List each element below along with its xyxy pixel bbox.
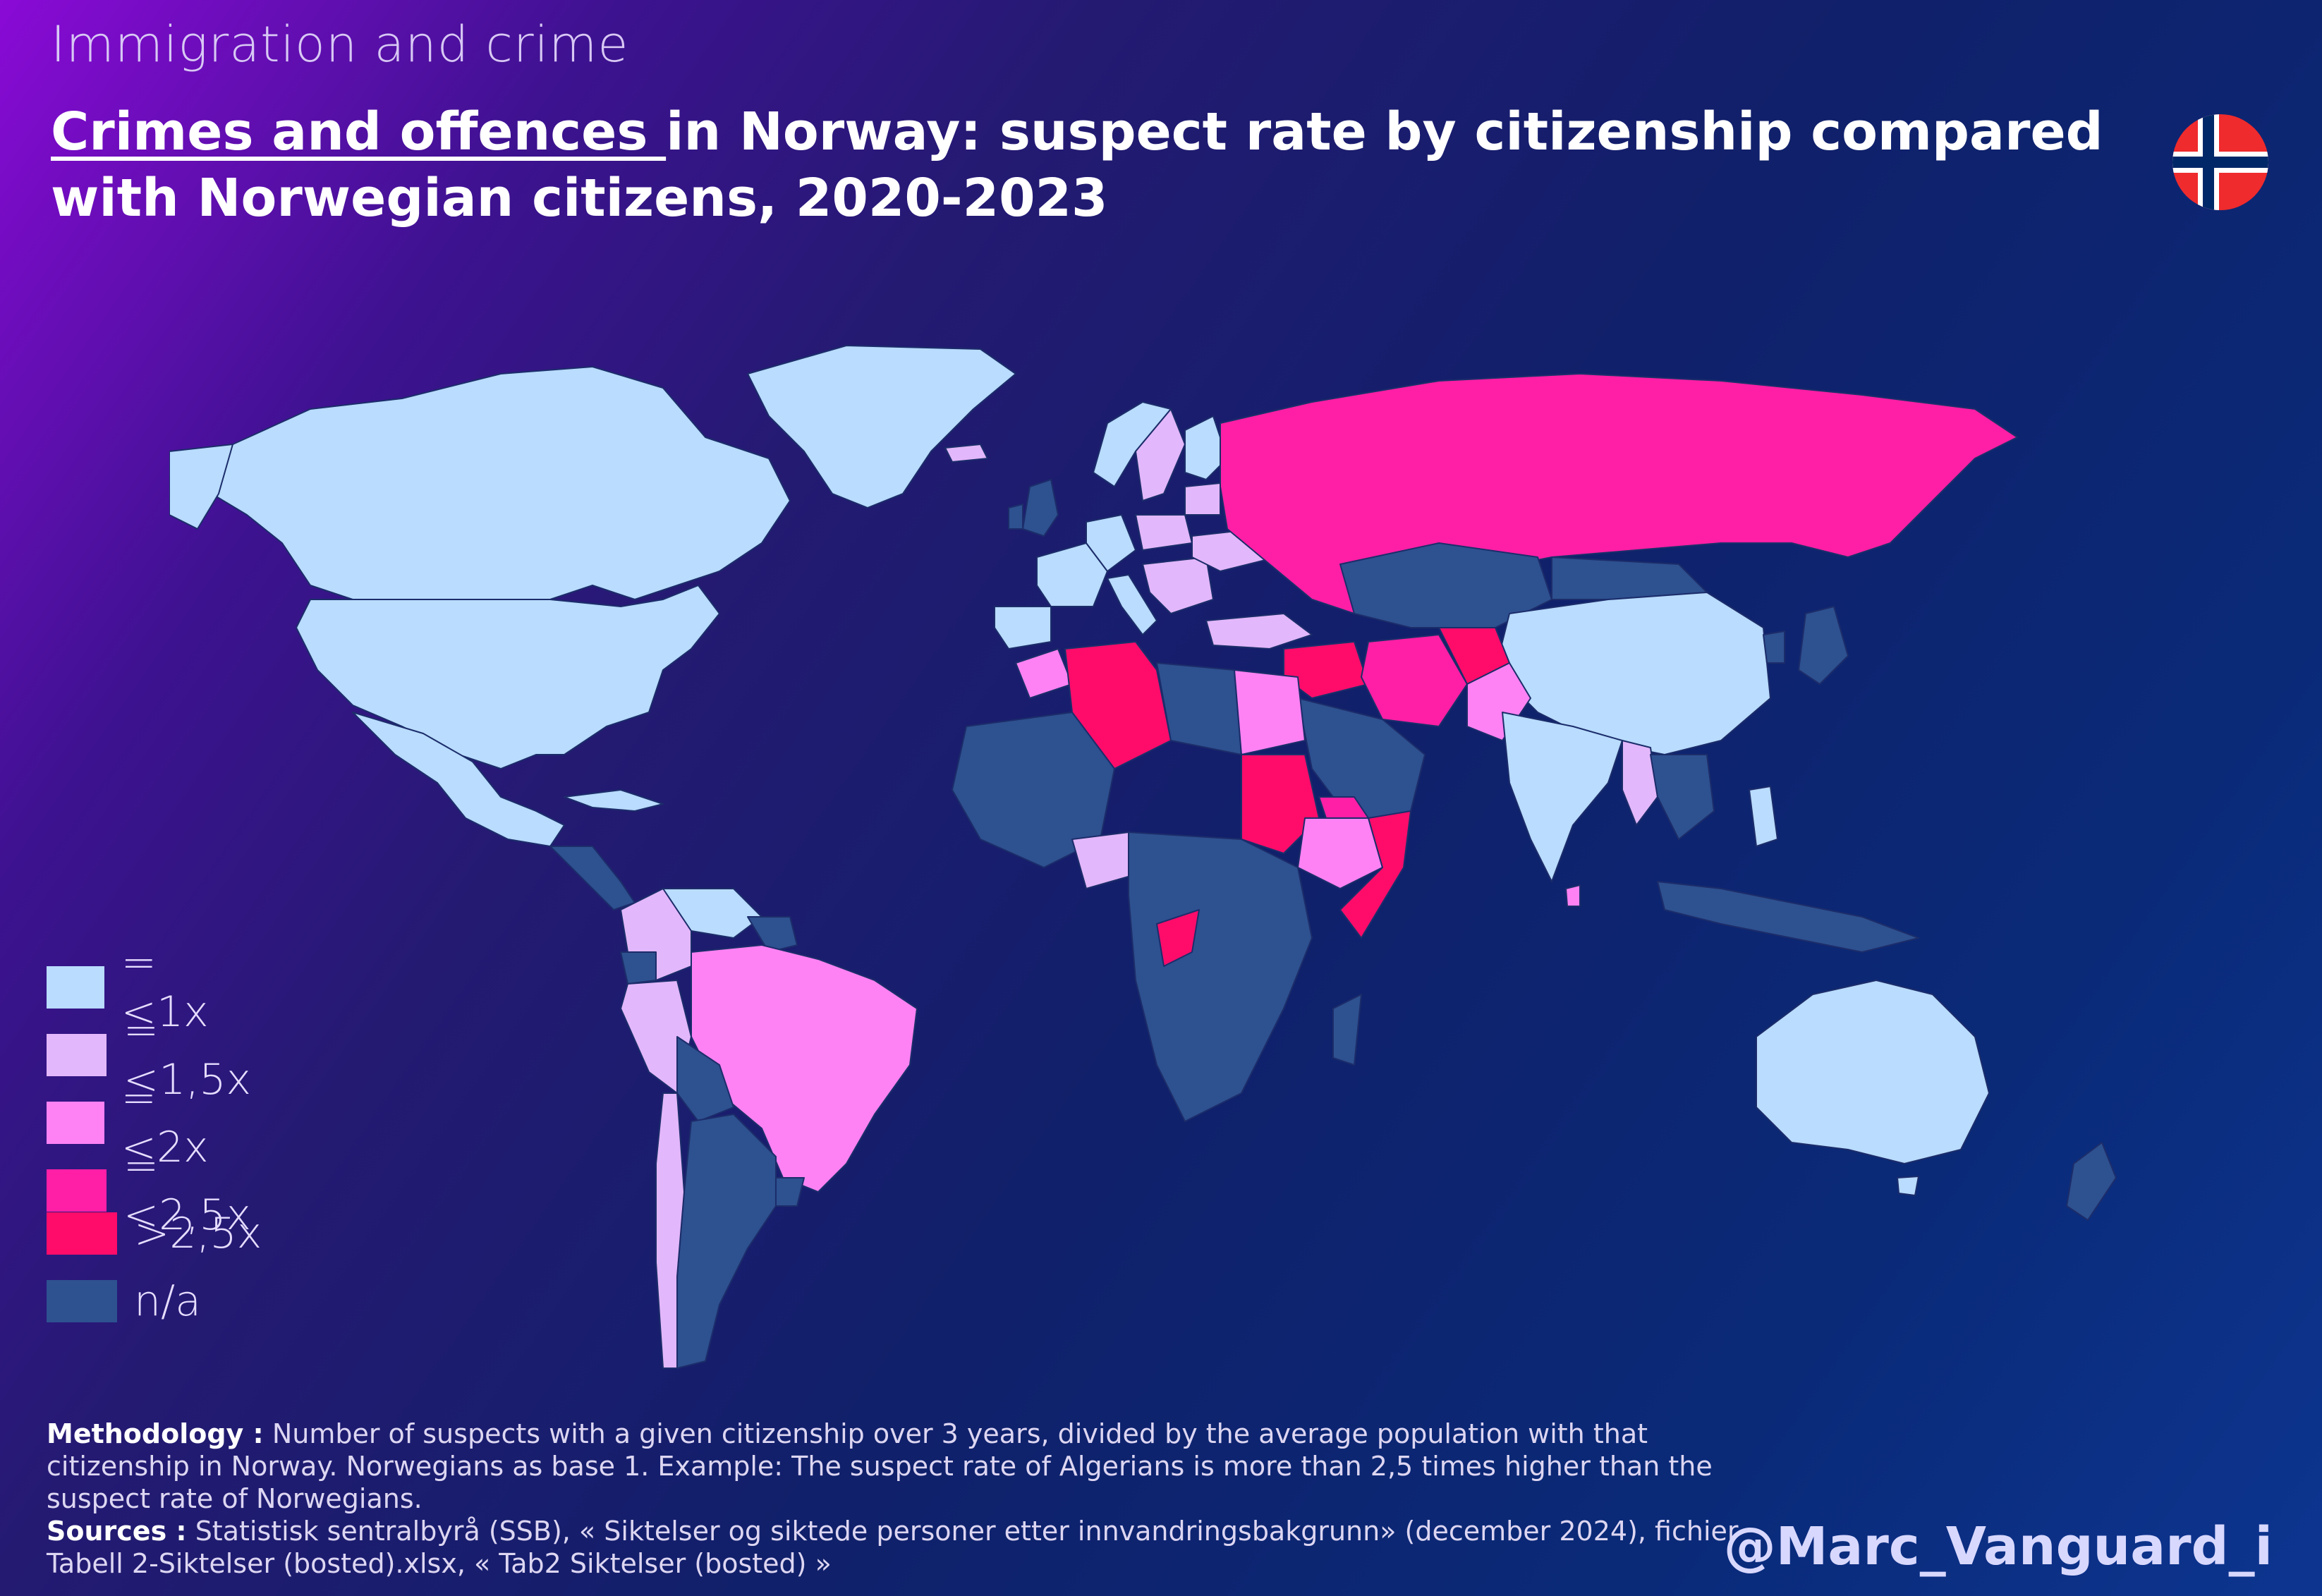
iberia [994,606,1052,650]
congo [1156,909,1200,967]
finland [1184,415,1228,480]
legend-label: =<2x [121,1073,209,1172]
nigeria [1071,831,1136,889]
legend-item: =<2x [47,1073,221,1172]
legend-label: >2,5x [134,1209,262,1258]
title-underlined-part: Crimes and offences [51,102,667,162]
balkans [1142,556,1214,614]
world-map [169,345,2117,1369]
uruguay [775,1177,805,1207]
korea [1763,631,1785,664]
legend-item: =<2,5x [47,1141,262,1240]
legend-item: n/a [47,1277,201,1326]
sources-note: Sources : Statistisk sentralbyrå (SSB), … [47,1515,1768,1580]
mongolia [1551,556,1708,600]
legend-item: =<1,5x [47,1006,262,1104]
legend-item: >2,5x [47,1209,262,1258]
methodology-text: Number of suspects with a given citizens… [47,1418,1713,1514]
legend-label: =<1,5x [123,1006,252,1104]
new-zealand [2066,1142,2117,1221]
turkey [1205,613,1313,650]
legend-swatch [47,1212,117,1255]
baltics [1184,482,1221,516]
thailand-indochina [1650,754,1715,840]
legend-label: =<2,5x [123,1141,252,1240]
tasmania [1897,1176,1919,1196]
india [1502,712,1623,882]
argentina [676,1114,777,1369]
myanmar [1622,740,1658,826]
methodology-note: Methodology : Number of suspects with a … [47,1418,1768,1515]
alaska [169,444,233,530]
legend-label: =<1x [121,938,209,1037]
italy [1107,574,1157,635]
australia [1756,980,1990,1164]
egypt [1234,669,1306,755]
japan [1798,606,1849,685]
methodology-and-sources: Methodology : Number of suspects with a … [47,1418,1768,1580]
methodology-label: Methodology : [47,1418,264,1449]
indonesia [1657,881,1919,953]
legend-swatch [47,1280,117,1322]
poland [1135,514,1193,551]
sri-lanka [1565,884,1581,907]
supertitle: Immigration and crime [51,16,629,73]
map-title: Crimes and offences in Norway: suspect r… [51,99,2160,231]
cuba [564,789,664,812]
ireland [1008,504,1023,530]
morocco [1015,648,1073,699]
madagascar [1332,994,1362,1066]
central-america [549,846,636,910]
iran [1361,634,1468,727]
legend-swatch [47,966,104,1009]
philippines [1749,786,1778,847]
somalia [1339,810,1411,939]
author-credit: @Marc_Vanguard_i [1723,1516,2273,1577]
canada [211,366,791,600]
sources-label: Sources : [47,1516,187,1547]
sources-text: Statistisk sentralbyrå (SSB), « Siktelse… [47,1516,1739,1579]
greenland [747,345,1016,508]
legend-item: =<1x [47,938,221,1037]
chile [655,1092,685,1369]
central-africa [1128,831,1313,1122]
mexico [352,712,565,847]
uk [1022,479,1059,537]
usa [296,585,720,769]
bolivia [676,1036,734,1122]
sudan [1241,754,1320,854]
legend-swatch [47,1034,107,1076]
ecuador [620,951,657,985]
sweden [1135,408,1186,501]
norway-flag-icon [2172,114,2268,210]
guianas [747,916,798,953]
legend-label: n/a [134,1277,202,1326]
west-africa [952,712,1115,868]
iceland [944,444,988,463]
title-rest: in Norway: suspect rate by citizenship c… [51,102,2103,229]
syria-iraq [1283,641,1369,699]
venezuela [662,888,762,939]
legend-swatch [47,1169,107,1212]
legend-swatch [47,1102,104,1144]
germany [1086,514,1136,572]
ethiopia [1297,817,1383,889]
